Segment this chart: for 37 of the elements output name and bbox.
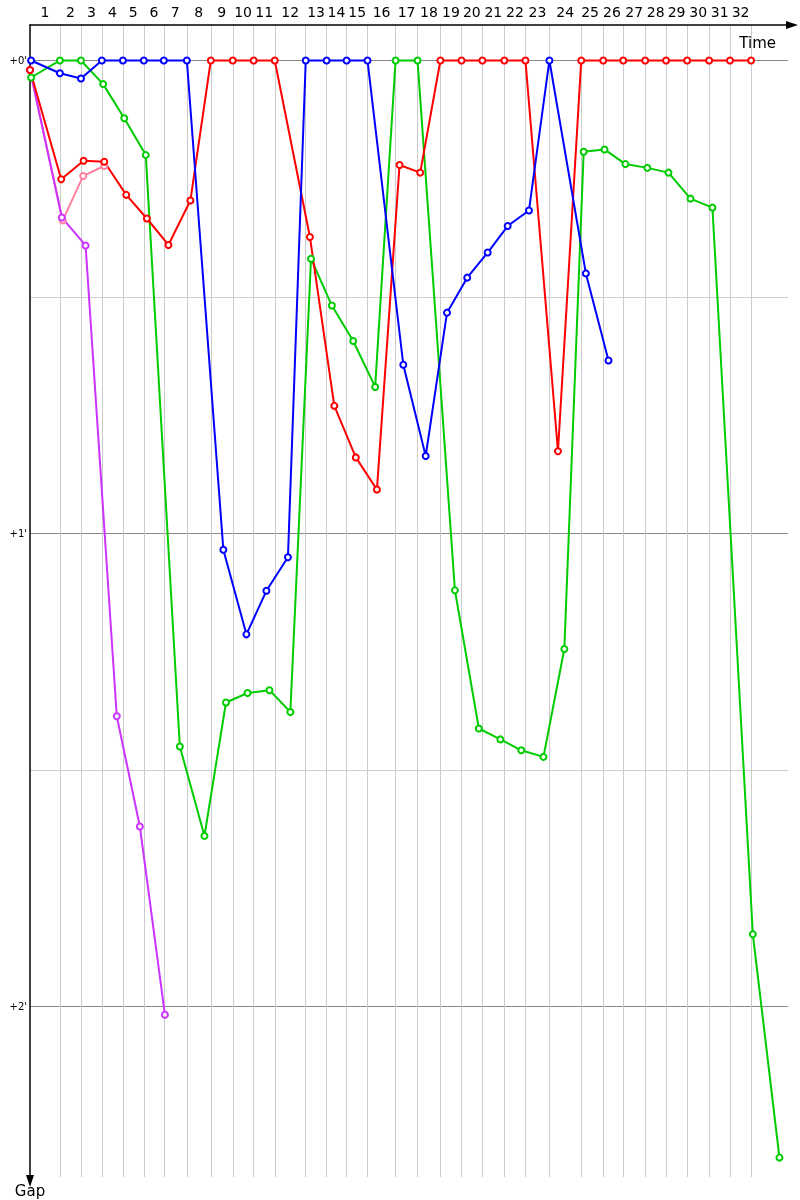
y-tick-label: +2' [9,1001,27,1013]
x-tick-label: 16 [372,4,391,20]
x-tick-label: 5 [128,4,138,20]
x-tick-label: 32 [731,4,750,20]
x-axis-title: Time [738,33,776,52]
x-tick-label: 25 [581,4,599,20]
x-tick-label: 12 [281,4,300,20]
x-tick-label: 18 [420,4,438,20]
x-tick-label: 20 [462,4,481,20]
x-tick-label: 1 [40,4,50,20]
x-tick-label: 14 [327,4,346,20]
x-tick-label: 29 [667,4,686,20]
x-tick-label: 17 [397,4,416,20]
y-tick-label: +1' [9,528,27,540]
x-tick-label: 7 [170,4,180,20]
x-tick-label: 6 [149,4,159,20]
y-tick-label: +0' [9,54,27,66]
x-tick-label: 15 [348,4,367,20]
y-axis-title: Gap [14,1181,46,1200]
x-tick-label: 26 [603,4,622,20]
x-tick-label: 13 [307,4,325,20]
x-tick-label: 3 [87,4,96,20]
x-tick-label: 4 [107,4,117,20]
x-tick-label: 28 [646,4,665,20]
x-tick-label: 30 [689,4,708,20]
x-tick-label: 27 [625,4,644,20]
x-tick-label: 24 [556,4,575,20]
x-tick-label: 31 [710,4,729,20]
x-tick-label: 19 [442,4,460,20]
x-tick-label: 23 [528,4,547,20]
x-tick-label: 22 [505,4,524,20]
x-tick-label: 10 [234,4,253,20]
x-tick-label: 11 [255,4,274,20]
x-tick-label: 8 [194,4,204,20]
x-tick-label: 9 [217,4,227,20]
x-tick-label: 21 [484,4,503,20]
x-tick-label: 2 [65,4,75,20]
